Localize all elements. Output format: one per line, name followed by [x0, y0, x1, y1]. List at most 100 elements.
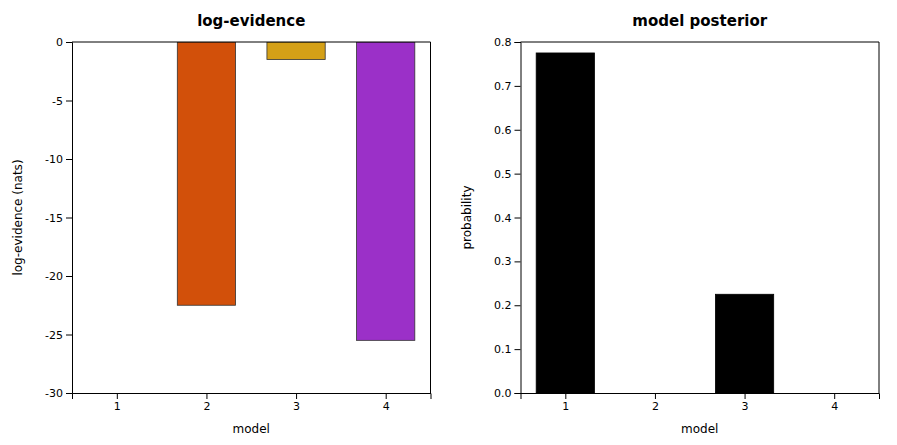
bar: [536, 53, 594, 393]
tick-mark: [515, 130, 521, 131]
tick: 0.6: [494, 124, 521, 137]
bars: [177, 42, 415, 340]
tick: 2: [203, 393, 210, 413]
bars: [536, 53, 774, 393]
axis-line: [73, 394, 432, 400]
tick: 4: [383, 393, 390, 413]
bar: [357, 42, 415, 340]
tick: 0.4: [494, 212, 521, 225]
tick-mark: [515, 393, 521, 394]
tick-mark: [745, 393, 746, 399]
tick: 0.3: [494, 255, 521, 268]
axis-line: [515, 43, 522, 394]
tick-label: 0: [56, 36, 63, 49]
tick-mark: [515, 86, 521, 87]
frame: [72, 42, 431, 43]
tick-mark: [515, 218, 521, 219]
tick: 2: [652, 393, 659, 413]
tick-label: -15: [45, 212, 63, 225]
tick-mark: [66, 335, 72, 336]
chart-canvas: 1 2 3 4 0 -5 -10 -15 -20 -25 -30 log-evidence model l…: [0, 0, 897, 445]
tick-mark: [834, 393, 835, 399]
tick: -5: [52, 95, 72, 108]
tick: -20: [45, 270, 72, 283]
tick-label: 1: [114, 400, 121, 413]
panel: 1 2 3 4 0.0 0.1 0.2 0.3 0.4 0.5 0.6 0.7 0.8 model pos…: [460, 12, 880, 436]
tick-mark: [66, 218, 72, 219]
tick-label: 0.5: [494, 168, 512, 181]
tick: 0.2: [494, 299, 521, 312]
bar: [805, 393, 863, 394]
tick-mark: [66, 393, 72, 394]
tick: -15: [45, 212, 72, 225]
bar: [177, 42, 235, 305]
tick-label: 0.1: [494, 343, 512, 356]
tick-label: -10: [45, 153, 63, 166]
frame: [430, 42, 431, 393]
tick-mark: [655, 393, 656, 399]
tick-mark: [515, 261, 521, 262]
axis-line: [521, 394, 880, 400]
tick-mark: [117, 393, 118, 399]
tick-mark: [66, 276, 72, 277]
frame: [879, 42, 880, 393]
tick-mark: [386, 393, 387, 399]
tick-label: 0.8: [494, 36, 512, 49]
tick: 1: [114, 393, 121, 413]
frame: [521, 42, 880, 43]
tick-mark: [515, 174, 521, 175]
tick: 0.0: [494, 387, 521, 400]
tick-mark: [296, 393, 297, 399]
tick-label: 2: [203, 400, 210, 413]
tick: -30: [45, 387, 72, 400]
tick: 0.5: [494, 168, 521, 181]
tick-mark: [206, 393, 207, 399]
title: model posterior: [632, 12, 767, 30]
y-axis-title: log-evidence (nats): [11, 159, 25, 275]
tick-label: 3: [293, 400, 300, 413]
tick-label: 3: [742, 400, 749, 413]
tick-label: -25: [45, 329, 63, 342]
tick: -25: [45, 329, 72, 342]
bar: [267, 42, 325, 60]
tick-label: 0.7: [494, 80, 512, 93]
tick-mark: [565, 393, 566, 399]
tick-mark: [66, 101, 72, 102]
y-axis: 0 -5 -10 -15 -20 -25 -30: [45, 36, 72, 400]
title: log-evidence: [197, 12, 305, 30]
y-axis: 0.0 0.1 0.2 0.3 0.4 0.5 0.6 0.7 0.8: [494, 36, 521, 400]
x-axis-title: model: [681, 422, 718, 436]
y-axis-title: probability: [460, 185, 474, 249]
tick-label: 0.0: [494, 387, 512, 400]
tick: 0.1: [494, 343, 521, 356]
tick: 4: [831, 393, 838, 413]
tick-label: 0.2: [494, 299, 512, 312]
tick: 0.7: [494, 80, 521, 93]
tick: 0.8: [494, 36, 521, 49]
tick-mark: [66, 159, 72, 160]
tick-label: -5: [52, 95, 63, 108]
tick-label: 0.4: [494, 212, 512, 225]
tick: -10: [45, 153, 72, 166]
tick: 3: [293, 393, 300, 413]
tick-label: 0.3: [494, 255, 512, 268]
x-axis: 1 2 3 4: [73, 393, 432, 413]
tick-label: 2: [652, 400, 659, 413]
tick-label: 4: [383, 400, 390, 413]
tick-mark: [515, 349, 521, 350]
tick-label: 0.6: [494, 124, 512, 137]
tick-label: -20: [45, 270, 63, 283]
tick: 1: [562, 393, 569, 413]
tick-label: -30: [45, 387, 63, 400]
panel: 12340-5-10-15-20-25-30log-evidencemodell…: [11, 12, 431, 436]
tick-label: 4: [831, 400, 838, 413]
axis-line: [66, 43, 73, 394]
tick-mark: [515, 305, 521, 306]
tick-label: 1: [562, 400, 569, 413]
tick: 0: [56, 36, 72, 49]
tick-mark: [66, 42, 72, 43]
x-axis: 1 2 3 4: [521, 393, 880, 413]
tick: 3: [742, 393, 749, 413]
tick-mark: [515, 42, 521, 43]
bar: [715, 294, 773, 393]
